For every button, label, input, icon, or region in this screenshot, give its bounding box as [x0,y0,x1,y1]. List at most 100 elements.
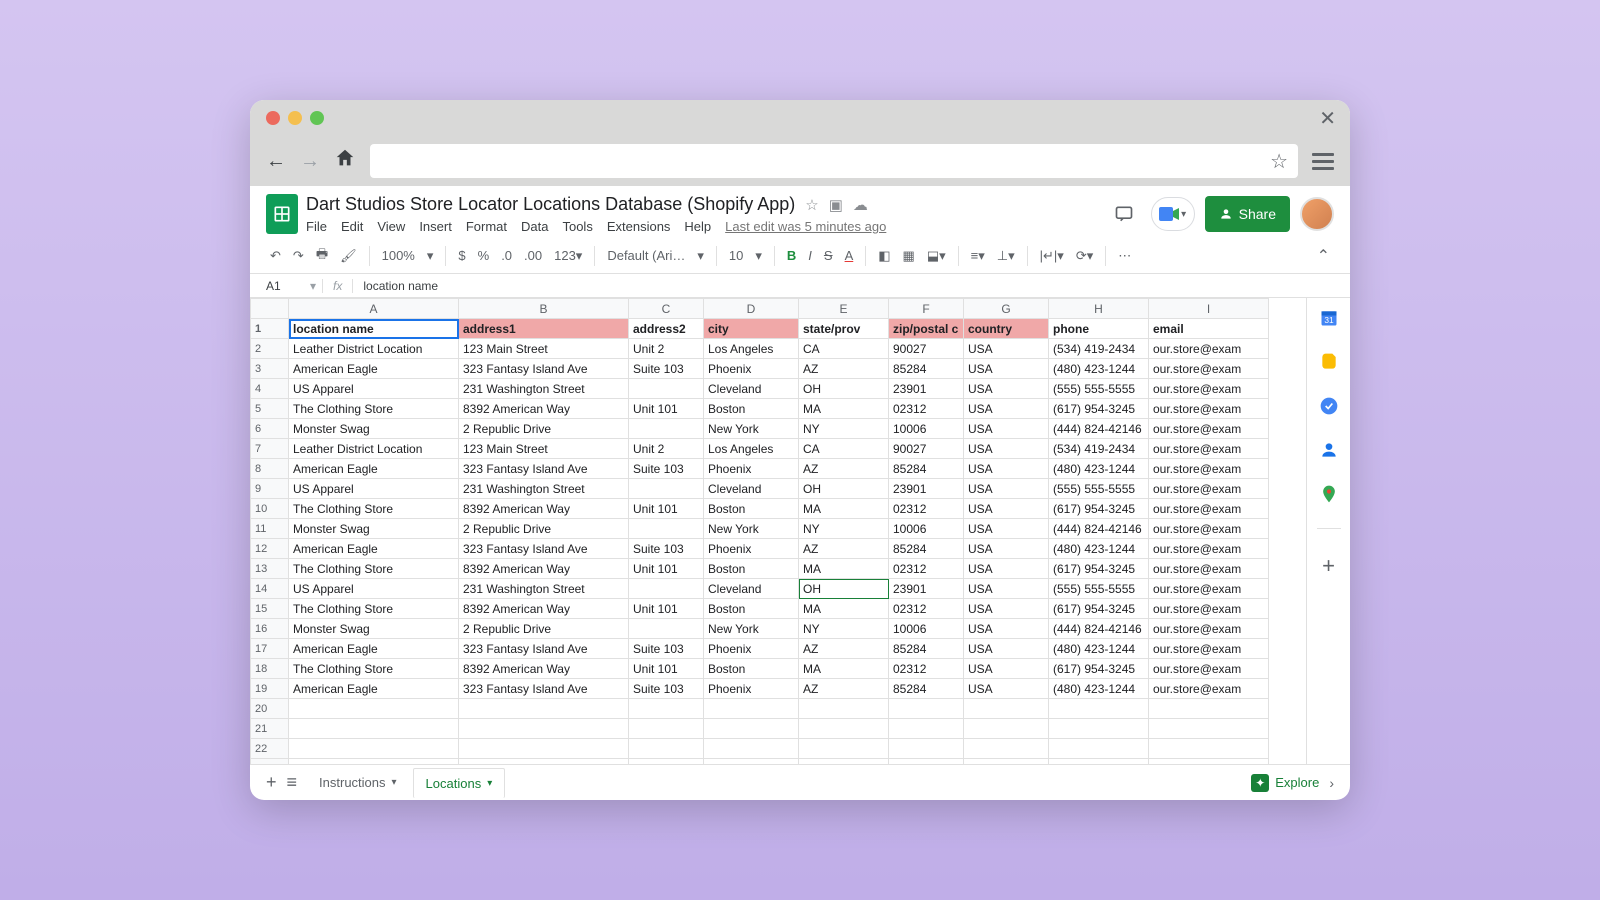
bookmark-star-icon[interactable]: ☆ [1270,149,1288,174]
cell[interactable] [629,579,704,599]
cell[interactable]: OH [799,579,889,599]
wrap-icon[interactable]: |↵|▾ [1036,246,1068,266]
sheet-tab-locations[interactable]: Locations▾ [413,768,506,798]
cell[interactable] [799,739,889,759]
cell[interactable]: Los Angeles [704,439,799,459]
cell[interactable] [459,719,629,739]
menu-icon[interactable] [1312,153,1334,170]
row-header[interactable]: 11 [251,519,289,539]
cell[interactable]: Boston [704,599,799,619]
fill-color-icon[interactable]: ◧ [874,246,894,266]
font-caret-icon[interactable]: ▾ [693,246,708,266]
cell[interactable] [459,699,629,719]
cell[interactable]: our.store@exam [1149,679,1269,699]
cell[interactable]: American Eagle [289,459,459,479]
cell[interactable]: (617) 954-3245 [1049,399,1149,419]
redo-icon[interactable]: ↷ [289,246,308,266]
cell[interactable]: USA [964,519,1049,539]
cell[interactable]: USA [964,539,1049,559]
cell[interactable] [629,379,704,399]
tab-menu-caret-icon[interactable]: ▾ [487,778,492,789]
v-align-icon[interactable]: ⊥▾ [993,246,1019,266]
maximize-window-button[interactable] [310,111,324,125]
cell[interactable]: Suite 103 [629,459,704,479]
cell[interactable]: New York [704,519,799,539]
cell[interactable]: 323 Fantasy Island Ave [459,359,629,379]
col-header-H[interactable]: H [1049,299,1149,319]
cell[interactable]: our.store@exam [1149,439,1269,459]
cell[interactable]: Leather District Location [289,339,459,359]
cell[interactable]: USA [964,399,1049,419]
cell[interactable]: 123 Main Street [459,339,629,359]
cell[interactable]: 323 Fantasy Island Ave [459,539,629,559]
cell[interactable]: city [704,319,799,339]
cell[interactable]: (555) 555-5555 [1049,379,1149,399]
cell[interactable]: American Eagle [289,539,459,559]
cell[interactable]: 85284 [889,359,964,379]
cell[interactable]: AZ [799,359,889,379]
cell[interactable]: zip/postal c [889,319,964,339]
cell[interactable]: USA [964,499,1049,519]
cell[interactable]: address1 [459,319,629,339]
cell[interactable] [799,719,889,739]
add-sheet-icon[interactable]: + [266,772,277,793]
cell[interactable] [629,699,704,719]
cell[interactable]: CA [799,439,889,459]
cell[interactable]: Unit 101 [629,499,704,519]
cell[interactable]: AZ [799,679,889,699]
cell[interactable]: our.store@exam [1149,479,1269,499]
cell[interactable] [704,719,799,739]
cell[interactable]: Cleveland [704,379,799,399]
cell[interactable]: USA [964,359,1049,379]
cell[interactable]: our.store@exam [1149,419,1269,439]
menu-edit[interactable]: Edit [341,219,363,234]
menu-help[interactable]: Help [684,219,711,234]
strike-icon[interactable]: S [820,246,837,265]
cell[interactable] [1049,719,1149,739]
cell[interactable]: USA [964,419,1049,439]
cell[interactable]: Cleveland [704,479,799,499]
row-header[interactable]: 16 [251,619,289,639]
user-avatar[interactable] [1300,197,1334,231]
cell[interactable]: Boston [704,559,799,579]
cell[interactable]: 23901 [889,379,964,399]
cell[interactable]: 231 Washington Street [459,379,629,399]
cell[interactable]: location name [289,319,459,339]
doc-title[interactable]: Dart Studios Store Locator Locations Dat… [306,194,795,215]
cell[interactable]: Leather District Location [289,439,459,459]
col-header-B[interactable]: B [459,299,629,319]
close-window-button[interactable] [266,111,280,125]
forward-icon[interactable]: → [300,150,320,173]
cell[interactable]: MA [799,399,889,419]
cell[interactable]: New York [704,619,799,639]
cell[interactable]: our.store@exam [1149,379,1269,399]
cell[interactable]: American Eagle [289,639,459,659]
cell[interactable]: The Clothing Store [289,599,459,619]
cell[interactable]: 231 Washington Street [459,479,629,499]
cell[interactable]: USA [964,439,1049,459]
url-bar[interactable]: ☆ [370,144,1298,178]
cell[interactable]: 02312 [889,559,964,579]
col-header-I[interactable]: I [1149,299,1269,319]
spreadsheet-grid[interactable]: ABCDEFGHI 1location nameaddress1address2… [250,298,1306,764]
cell[interactable] [1049,699,1149,719]
cell[interactable] [889,739,964,759]
cell[interactable]: Monster Swag [289,419,459,439]
cell[interactable]: US Apparel [289,479,459,499]
cell[interactable]: The Clothing Store [289,399,459,419]
cell[interactable]: our.store@exam [1149,619,1269,639]
cell[interactable]: USA [964,659,1049,679]
paint-format-icon[interactable]: 🖌 [336,246,361,266]
cell[interactable]: The Clothing Store [289,659,459,679]
undo-icon[interactable]: ↶ [266,246,285,266]
more-icon[interactable]: ⋯ [1114,246,1135,266]
cell[interactable]: country [964,319,1049,339]
cell[interactable]: Suite 103 [629,539,704,559]
borders-icon[interactable]: ▦ [899,246,919,266]
cell[interactable]: our.store@exam [1149,339,1269,359]
cell[interactable] [289,719,459,739]
cell[interactable] [289,739,459,759]
col-header-G[interactable]: G [964,299,1049,319]
cell[interactable]: OH [799,479,889,499]
row-header[interactable]: 10 [251,499,289,519]
